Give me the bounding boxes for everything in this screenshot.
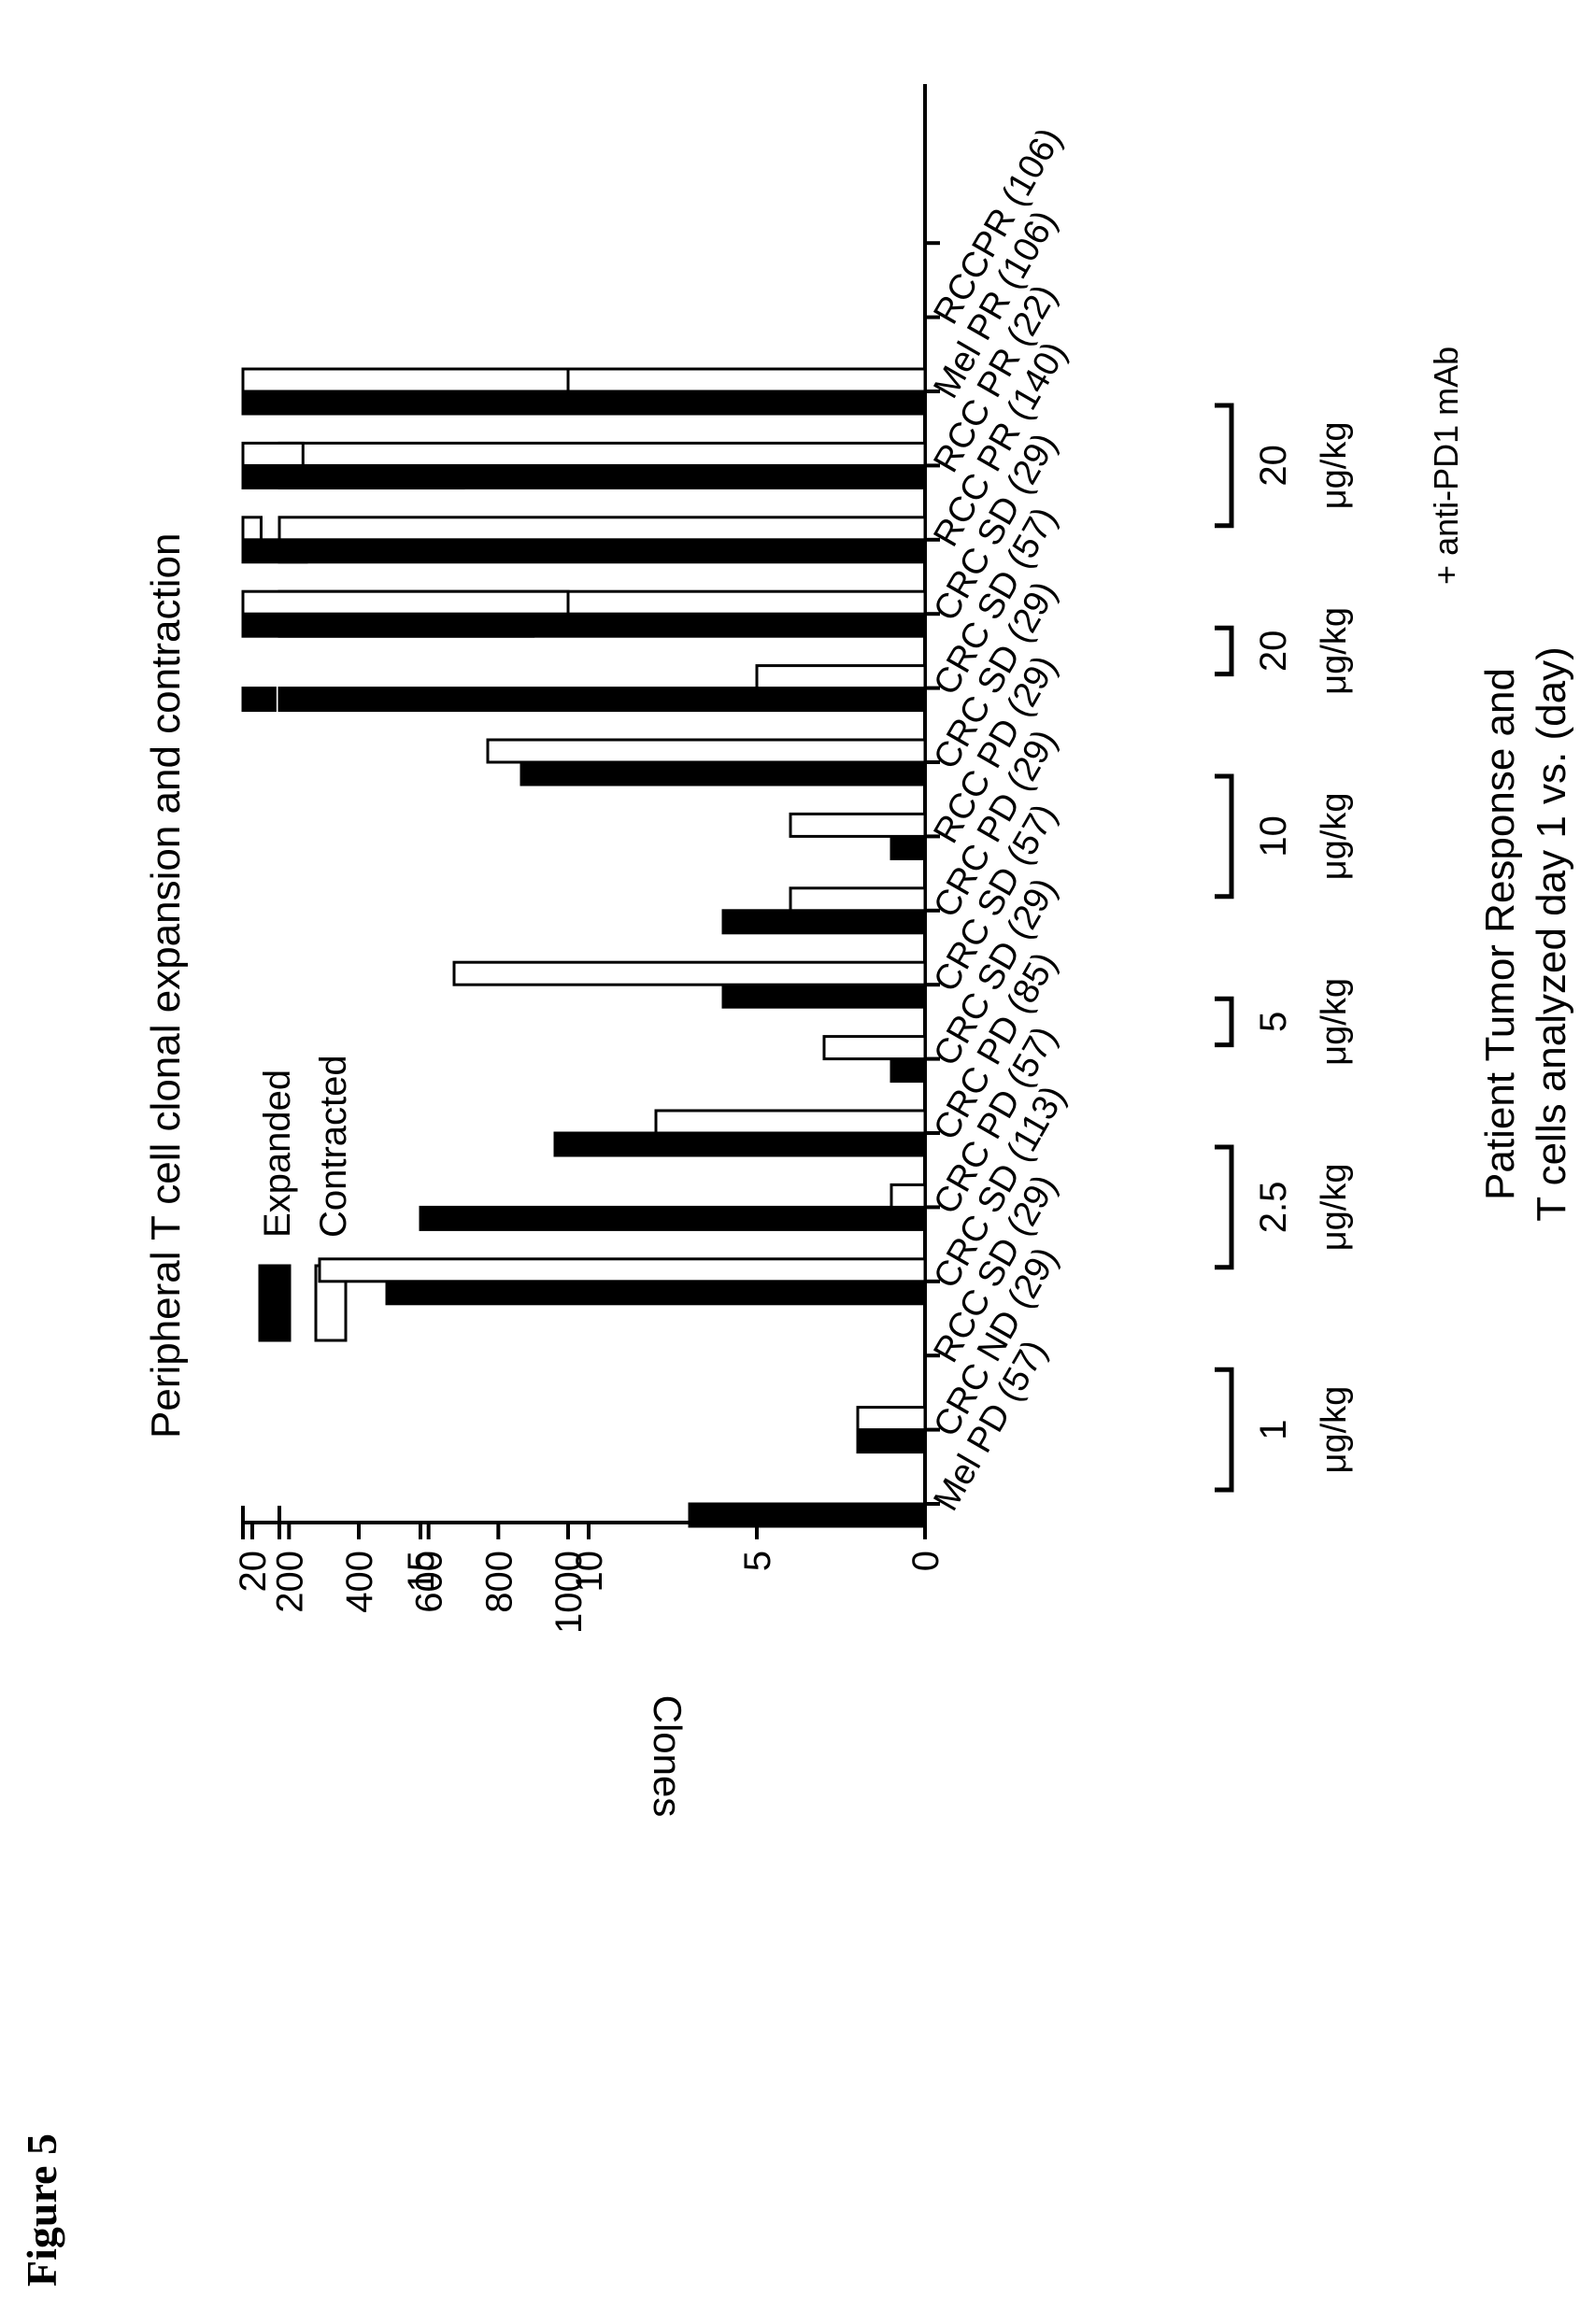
y-tick-label: 400 bbox=[339, 1551, 380, 1613]
dose-unit: μg/kg bbox=[1315, 1386, 1354, 1474]
bar-contracted bbox=[822, 1035, 927, 1061]
dose-unit: μg/kg bbox=[1315, 607, 1354, 695]
dose-value: 20 bbox=[1253, 445, 1294, 487]
bar-contracted bbox=[789, 812, 927, 838]
x-axis-title-line2: T cells analyzed day 1 vs. (day) bbox=[1529, 646, 1574, 1221]
bar-expanded bbox=[688, 1502, 927, 1528]
bar-expanded-upper bbox=[241, 612, 535, 638]
bar-contracted bbox=[452, 960, 927, 986]
dose-value: 20 bbox=[1253, 631, 1294, 673]
y-tick-label: 800 bbox=[478, 1551, 520, 1613]
legend-swatch-expanded bbox=[258, 1264, 292, 1342]
bar-expanded bbox=[553, 1131, 927, 1157]
dose-unit: μg/kg bbox=[1315, 1164, 1354, 1252]
bar-expanded-lower bbox=[278, 538, 927, 564]
bar-expanded-lower bbox=[278, 687, 927, 713]
bar-expanded bbox=[419, 1205, 927, 1231]
y-tick-label: 200 bbox=[269, 1551, 310, 1613]
bar-expanded bbox=[890, 834, 927, 860]
bar-contracted-lower bbox=[278, 516, 927, 542]
bar-contracted-upper bbox=[241, 589, 570, 616]
x-axis-title-line1: Patient Tumor Response and bbox=[1477, 668, 1523, 1200]
chart-plot: Peripheral T cell clonal expansion and c… bbox=[143, 84, 1574, 1817]
bar-expanded bbox=[721, 909, 927, 935]
dose-bracket bbox=[1215, 773, 1234, 900]
y-tick-label: 5 bbox=[737, 1551, 778, 1571]
y-axis-title: Clones bbox=[646, 1695, 690, 1818]
bar-contracted bbox=[318, 1257, 927, 1283]
bar-expanded bbox=[890, 1057, 927, 1084]
bar-expanded-upper bbox=[241, 390, 319, 416]
y-tick-label: 0 bbox=[905, 1551, 947, 1571]
legend-label-expanded: Expanded bbox=[257, 1070, 298, 1238]
bar-contracted bbox=[486, 738, 927, 764]
bar-contracted-upper bbox=[241, 367, 570, 393]
dose-value: 5 bbox=[1253, 1012, 1294, 1032]
bar-contracted bbox=[856, 1406, 927, 1432]
figure-label: Figure 5 bbox=[18, 2133, 65, 2287]
y-tick-label: 20 bbox=[233, 1551, 274, 1593]
legend-label-contracted: Contracted bbox=[313, 1055, 354, 1238]
dose-unit: μg/kg bbox=[1315, 793, 1354, 881]
dose-value: 2.5 bbox=[1253, 1182, 1294, 1234]
dose-bracket bbox=[1215, 625, 1234, 677]
bar-expanded bbox=[721, 983, 927, 1009]
bar-expanded bbox=[385, 1280, 927, 1306]
bar-expanded-lower bbox=[278, 390, 927, 416]
bar-contracted-upper bbox=[241, 516, 263, 542]
dose-bracket bbox=[1215, 996, 1234, 1048]
dose-value: 1 bbox=[1253, 1419, 1294, 1439]
bar-expanded bbox=[520, 760, 927, 786]
y-tick-label: 10 bbox=[569, 1551, 610, 1593]
bar-expanded bbox=[856, 1428, 927, 1454]
dose-bracket bbox=[1215, 1144, 1234, 1270]
annotation-anti-pd1: + anti-PD1 mAb bbox=[1427, 347, 1465, 585]
bar-expanded-upper bbox=[241, 463, 465, 489]
bar-contracted-upper bbox=[241, 441, 305, 467]
y-tick-label: 600 bbox=[409, 1551, 450, 1613]
dose-bracket bbox=[1215, 1367, 1234, 1493]
bar-expanded-upper bbox=[241, 538, 308, 564]
bar-contracted bbox=[755, 664, 927, 690]
y-tick-label: 15 bbox=[401, 1551, 442, 1593]
chart-title: Peripheral T cell clonal expansion and c… bbox=[143, 533, 189, 1438]
y-tick-label: 1000 bbox=[548, 1551, 590, 1634]
dose-unit: μg/kg bbox=[1315, 422, 1354, 510]
bar-contracted bbox=[890, 1183, 927, 1209]
bar-contracted bbox=[654, 1109, 927, 1135]
bar-contracted-lower bbox=[278, 441, 927, 467]
dose-value: 10 bbox=[1253, 815, 1294, 857]
dose-unit: μg/kg bbox=[1315, 978, 1354, 1066]
bar-contracted bbox=[789, 886, 927, 913]
bar-expanded-upper bbox=[241, 687, 277, 713]
dose-bracket bbox=[1215, 403, 1234, 529]
